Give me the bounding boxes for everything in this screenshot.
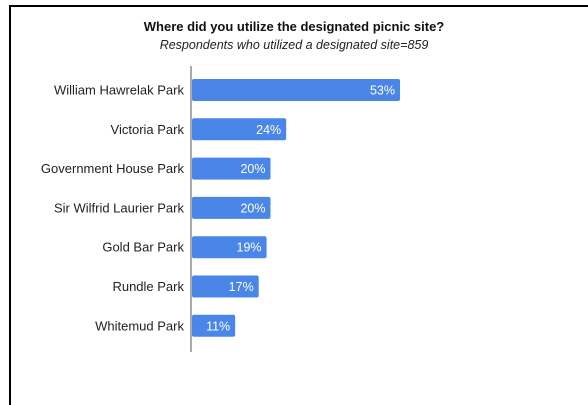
chart-subtitle: Respondents who utilized a designated si… <box>159 38 429 52</box>
category-label: Whitemud Park <box>95 318 184 333</box>
category-label: Gold Bar Park <box>102 240 184 255</box>
bar-chart: William Hawrelak Park 53% Victoria Park 24%… <box>41 66 400 352</box>
value-label: 19% <box>237 241 262 255</box>
value-label: 11% <box>206 319 230 333</box>
bar <box>192 314 236 337</box>
value-label: 20% <box>240 201 265 215</box>
category-label: Sir Wilfrid Laurier Park <box>54 200 185 215</box>
chart-title: Where did you utilize the designated pic… <box>143 19 445 34</box>
category-label: Victoria Park <box>111 122 185 137</box>
bar <box>192 157 271 180</box>
category-label: William Hawrelak Park <box>54 83 185 98</box>
bar <box>192 275 259 298</box>
bar <box>192 236 267 259</box>
bar <box>192 196 271 219</box>
category-label: Government House Park <box>41 161 185 176</box>
category-label: Rundle Park <box>112 279 184 294</box>
value-label: 53% <box>370 84 395 98</box>
value-label: 24% <box>256 123 281 137</box>
bar <box>192 118 287 141</box>
chart-frame <box>9 5 588 405</box>
value-label: 17% <box>229 280 254 294</box>
bar <box>192 79 400 101</box>
value-label: 20% <box>240 162 265 176</box>
